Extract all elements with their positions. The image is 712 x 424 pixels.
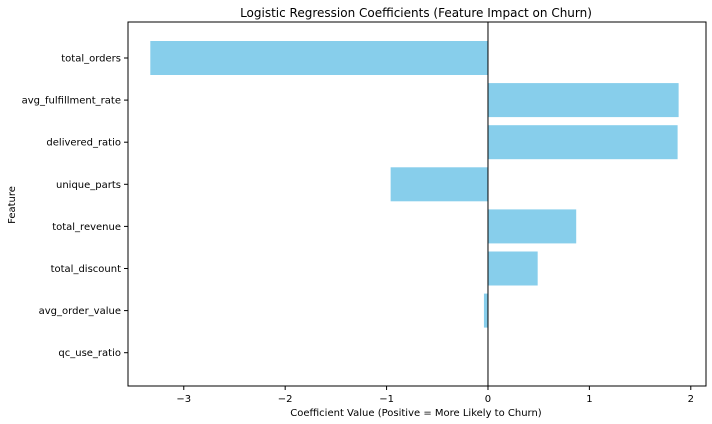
x-axis-label: Coefficient Value (Positive = More Likel… <box>290 408 542 419</box>
y-tick-label: unique_parts <box>56 180 121 191</box>
y-axis: total_orders avg_fulfillment_rate delivere… <box>22 54 128 359</box>
chart-title: Logistic Regression Coefficients (Featur… <box>240 6 592 20</box>
y-tick-label: total_revenue <box>52 222 121 233</box>
x-tick-label: −1 <box>379 394 394 405</box>
bar-unique-parts <box>390 167 488 202</box>
x-tick-label: 1 <box>586 394 592 405</box>
x-axis: −3 −2 −1 0 1 2 <box>176 386 694 405</box>
x-tick-label: 2 <box>688 394 694 405</box>
y-tick-label: avg_order_value <box>39 306 121 317</box>
y-tick-label: avg_fulfillment_rate <box>22 96 121 107</box>
x-tick-label: −2 <box>278 394 293 405</box>
bar-avg-order-value <box>483 293 488 328</box>
x-tick-label: 0 <box>485 394 491 405</box>
y-tick-label: total_orders <box>61 54 121 65</box>
bars-layer <box>150 41 679 328</box>
bar-total-discount <box>487 251 538 286</box>
y-tick-label: qc_use_ratio <box>58 348 121 359</box>
bar-total-revenue <box>487 209 577 244</box>
y-tick-label: delivered_ratio <box>46 138 121 149</box>
x-tick-label: −3 <box>176 394 191 405</box>
y-tick-label: total_discount <box>51 264 121 275</box>
y-axis-label: Feature <box>7 186 18 224</box>
plot-frame <box>127 21 707 387</box>
bar-delivered-ratio <box>487 125 678 160</box>
bar-avg-fulfillment-rate <box>487 83 679 118</box>
bar-total-orders <box>150 41 488 75</box>
